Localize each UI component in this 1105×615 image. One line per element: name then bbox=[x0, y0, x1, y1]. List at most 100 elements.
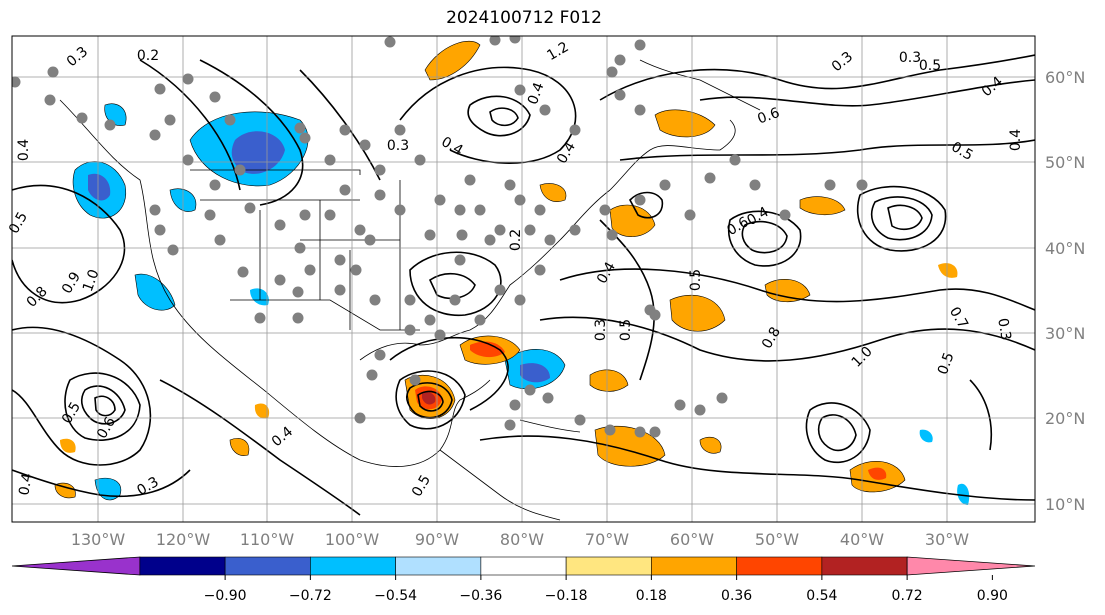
contour-label: 0.2 bbox=[508, 229, 524, 251]
station-dot bbox=[574, 414, 586, 426]
colorbar bbox=[11, 556, 1036, 576]
longitude-label: 50°W bbox=[755, 530, 799, 549]
contour-label: 0.5 bbox=[688, 269, 704, 291]
station-dot bbox=[350, 264, 362, 276]
contour-label: 0.3 bbox=[899, 50, 921, 66]
longitude-label: 60°W bbox=[670, 530, 714, 549]
colorbar-segment bbox=[480, 556, 567, 576]
station-dot bbox=[514, 294, 526, 306]
station-dot bbox=[224, 114, 236, 126]
colorbar-segment bbox=[651, 556, 737, 576]
latitude-label: 30°N bbox=[1045, 324, 1085, 343]
station-dot bbox=[254, 312, 266, 324]
station-dot bbox=[614, 89, 626, 101]
contour-label: 0.3 bbox=[387, 138, 409, 154]
station-dot bbox=[354, 412, 366, 424]
station-dot bbox=[214, 234, 226, 246]
station-dot bbox=[539, 104, 551, 116]
colorbar-tick-labels: −0.90 −0.72 −0.54 −0.36 −0.18 0.18 0.36 0.54 0.7… bbox=[204, 575, 1008, 604]
station-dot bbox=[182, 73, 194, 85]
station-dot bbox=[237, 266, 249, 278]
station-dot bbox=[634, 39, 646, 51]
contour-label: 0.5 bbox=[919, 58, 941, 74]
station-dot bbox=[474, 314, 486, 326]
station-dot bbox=[504, 419, 516, 431]
station-dot bbox=[149, 129, 161, 141]
colorbar-tick-label: 0.18 bbox=[636, 588, 667, 604]
colorbar-tick-label: 0.36 bbox=[721, 588, 752, 604]
station-dot bbox=[304, 264, 316, 276]
map-layers bbox=[12, 36, 1035, 522]
station-dot bbox=[514, 84, 526, 96]
station-dot bbox=[164, 114, 176, 126]
latitude-label: 20°N bbox=[1045, 409, 1085, 428]
station-dot bbox=[454, 254, 466, 266]
station-dot bbox=[294, 122, 306, 134]
station-dot bbox=[684, 209, 696, 221]
station-dot bbox=[494, 284, 506, 296]
station-dot bbox=[424, 314, 436, 326]
map-frame bbox=[11, 35, 1036, 523]
station-dot bbox=[274, 219, 286, 231]
station-dot bbox=[494, 224, 506, 236]
colorbar-tick-label: −0.36 bbox=[459, 588, 502, 604]
latitude-label: 40°N bbox=[1045, 239, 1085, 258]
station-dot bbox=[404, 324, 416, 336]
station-dot bbox=[694, 404, 706, 416]
station-dot bbox=[599, 204, 611, 216]
contour-label: 0.3 bbox=[593, 319, 609, 341]
colorbar-tick-label: −0.90 bbox=[204, 588, 247, 604]
station-dot bbox=[324, 209, 336, 221]
positive-anomaly-shading bbox=[54, 40, 958, 499]
station-dot bbox=[474, 204, 486, 216]
station-dot bbox=[424, 229, 436, 241]
station-dot bbox=[464, 174, 476, 186]
station-dot bbox=[649, 426, 661, 438]
station-dot bbox=[244, 202, 256, 214]
station-dot bbox=[504, 179, 516, 191]
station-markers bbox=[12, 36, 868, 438]
station-dot bbox=[856, 179, 868, 191]
station-dot bbox=[649, 309, 661, 321]
station-dot bbox=[674, 399, 686, 411]
station-dot bbox=[449, 294, 461, 306]
station-dot bbox=[514, 194, 526, 206]
station-dot bbox=[339, 184, 351, 196]
station-dot bbox=[434, 329, 446, 341]
station-dot bbox=[334, 284, 346, 296]
station-dot bbox=[634, 104, 646, 116]
longitude-label: 80°W bbox=[500, 530, 544, 549]
latitude-label: 50°N bbox=[1045, 153, 1085, 172]
graticule bbox=[12, 36, 1035, 522]
station-dot bbox=[374, 349, 386, 361]
station-dot bbox=[204, 209, 216, 221]
station-dot bbox=[374, 189, 386, 201]
station-dot bbox=[394, 124, 406, 136]
station-dot bbox=[76, 112, 88, 124]
station-dot bbox=[534, 204, 546, 216]
station-dot bbox=[354, 224, 366, 236]
station-dot bbox=[524, 224, 536, 236]
station-dot bbox=[394, 204, 406, 216]
longitude-label: 40°W bbox=[840, 530, 884, 549]
station-dot bbox=[44, 94, 56, 106]
station-dot bbox=[542, 392, 554, 404]
colorbar-low-arrow bbox=[11, 556, 141, 576]
colorbar-segment bbox=[565, 556, 652, 576]
station-dot bbox=[369, 294, 381, 306]
station-dot bbox=[294, 242, 306, 254]
station-dot bbox=[324, 154, 336, 166]
longitude-label: 90°W bbox=[415, 530, 459, 549]
station-dot bbox=[604, 424, 616, 436]
station-dot bbox=[234, 164, 246, 176]
station-dot bbox=[454, 204, 466, 216]
longitude-label: 70°W bbox=[585, 530, 629, 549]
station-dot bbox=[779, 209, 791, 221]
colorbar-tick-label: −0.18 bbox=[545, 588, 588, 604]
station-dot bbox=[414, 154, 426, 166]
colorbar-segment bbox=[395, 556, 482, 576]
station-dot bbox=[489, 36, 501, 46]
station-dot bbox=[659, 179, 671, 191]
colorbar-tick-label: 0.54 bbox=[806, 588, 837, 604]
station-dot bbox=[299, 132, 311, 144]
